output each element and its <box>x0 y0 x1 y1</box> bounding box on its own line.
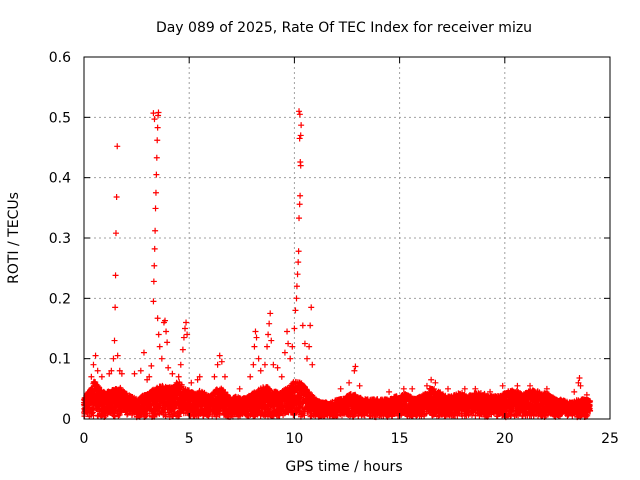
data-point <box>89 409 96 416</box>
grid-layer <box>84 57 610 419</box>
data-point <box>178 381 185 388</box>
data-point <box>174 412 181 419</box>
data-point <box>142 407 149 414</box>
data-point <box>115 412 122 419</box>
data-points-layer <box>81 108 594 421</box>
data-point <box>176 413 183 420</box>
data-point <box>174 399 181 406</box>
data-point <box>95 384 102 391</box>
data-point <box>215 410 222 417</box>
chart-title: Day 089 of 2025, Rate Of TEC Index for r… <box>156 20 532 36</box>
